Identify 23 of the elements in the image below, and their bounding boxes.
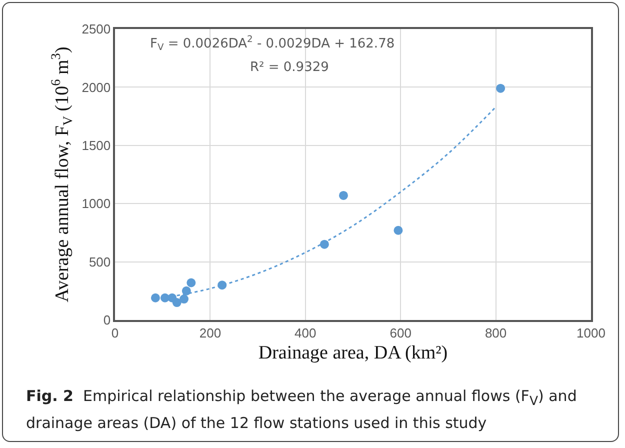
point bbox=[394, 226, 403, 235]
x-tick-label: 200 bbox=[199, 325, 222, 340]
point bbox=[186, 278, 196, 288]
y-tick-label: 500 bbox=[88, 254, 111, 270]
y-tick-label: 1500 bbox=[82, 138, 111, 153]
text: Fig. 2 Empirical relationship between the average annual flows (F$_{V}$) and drainage areas (DA) of the 12 flow stations used in this study bbox=[26, 387, 577, 432]
y-tick-label: 2000 bbox=[82, 80, 111, 95]
point bbox=[320, 240, 329, 249]
y-tick-label: 2500 bbox=[82, 22, 111, 37]
annotation: F$_{V}$ = 0.0026DA$^{2}$ - 0.0029DA + 162.78 bbox=[150, 35, 395, 54]
x-axis-title: Drainage area, DA (km²) bbox=[258, 342, 448, 364]
x-tick-label: 400 bbox=[294, 325, 316, 340]
annotation: R² = 0.9329 bbox=[250, 60, 329, 75]
x-tick-label: 600 bbox=[390, 325, 412, 340]
point bbox=[338, 190, 348, 200]
y-tick-label: 1000 bbox=[82, 196, 111, 212]
point bbox=[150, 293, 160, 302]
point bbox=[180, 294, 189, 304]
x-tick-label: 1000 bbox=[576, 325, 606, 340]
y-tick-label: 0 bbox=[103, 312, 111, 328]
point bbox=[496, 84, 506, 93]
x-tick-label: 800 bbox=[484, 325, 507, 340]
point bbox=[172, 298, 182, 308]
